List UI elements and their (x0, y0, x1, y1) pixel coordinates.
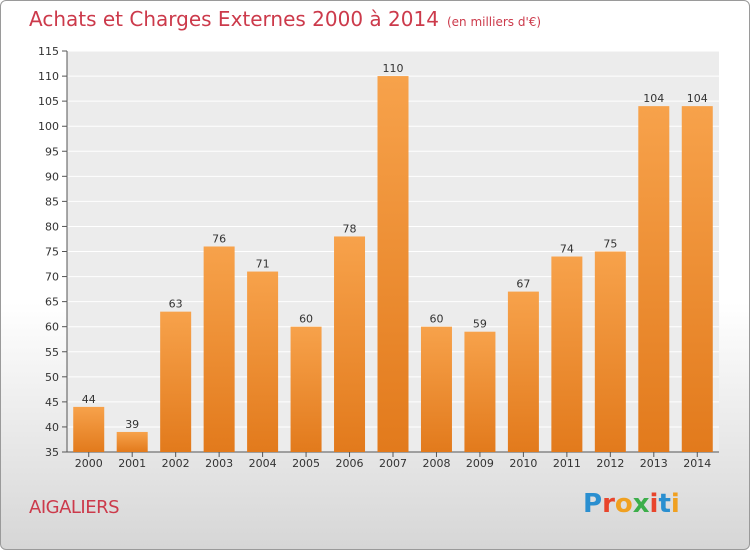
y-tick-label: 95 (45, 145, 59, 158)
data-label: 110 (383, 62, 404, 75)
bars: 44 39 63 76 71 60 78 110 60 59 67 74 75 104 104 (73, 62, 713, 452)
data-label: 39 (125, 418, 139, 431)
bar (681, 106, 713, 452)
data-label: 60 (429, 313, 443, 326)
bar (290, 326, 322, 452)
x-tick-label: 2011 (553, 457, 581, 470)
y-tick-label: 115 (38, 45, 59, 58)
y-tick-label: 55 (45, 346, 59, 359)
data-label: 104 (687, 92, 708, 105)
x-tick-label: 2012 (596, 457, 624, 470)
bar (334, 236, 366, 452)
data-label: 67 (516, 278, 530, 291)
y-tick-label: 35 (45, 446, 59, 459)
x-tick-label: 2004 (249, 457, 277, 470)
bar (507, 291, 539, 452)
proxiti-logo[interactable]: Proxiti (583, 489, 680, 519)
bar (116, 431, 148, 452)
chart-subtitle: (en milliers d'€) (446, 15, 542, 29)
town-name: AIGALIERS (29, 497, 120, 518)
data-label: 78 (343, 222, 357, 235)
x-tick-label: 2001 (118, 457, 146, 470)
data-label: 104 (643, 92, 664, 105)
x-tick-label: 2003 (205, 457, 233, 470)
data-label: 60 (299, 313, 313, 326)
data-label: 76 (212, 232, 226, 245)
data-label: 44 (82, 393, 96, 406)
data-label: 74 (560, 243, 574, 256)
bar (160, 311, 192, 452)
y-tick-label: 65 (45, 296, 59, 309)
x-tick-label: 2000 (75, 457, 103, 470)
y-tick-label: 85 (45, 195, 59, 208)
y-tick-label: 60 (45, 321, 59, 334)
y-tick-label: 45 (45, 396, 59, 409)
x-tick-label: 2013 (640, 457, 668, 470)
y-tick-label: 110 (38, 70, 59, 83)
y-tick-label: 100 (38, 120, 59, 133)
bar (420, 326, 452, 452)
y-tick-label: 50 (45, 371, 59, 384)
chart-title: Achats et Charges Externes 2000 à 2014 (e… (29, 7, 542, 31)
x-tick-label: 2010 (509, 457, 537, 470)
y-tick-label: 80 (45, 220, 59, 233)
y-tick-label: 75 (45, 246, 59, 259)
bar (73, 406, 105, 452)
y-tick-label: 105 (38, 95, 59, 108)
bar (464, 331, 496, 452)
data-label: 63 (169, 298, 183, 311)
bar (551, 256, 583, 452)
y-tick-label: 90 (45, 170, 59, 183)
bar (377, 76, 409, 452)
data-label: 71 (256, 258, 270, 271)
y-tick-label: 70 (45, 271, 59, 284)
x-tick-label: 2002 (162, 457, 190, 470)
x-tick-label: 2014 (683, 457, 711, 470)
bar (247, 271, 279, 452)
y-tick-label: 40 (45, 421, 59, 434)
data-label: 59 (473, 318, 487, 331)
bar (203, 246, 235, 452)
x-tick-label: 2007 (379, 457, 407, 470)
bar (638, 106, 670, 452)
x-tick-label: 2008 (422, 457, 450, 470)
bar (594, 251, 626, 452)
x-tick-label: 2006 (336, 457, 364, 470)
x-tick-label: 2009 (466, 457, 494, 470)
x-tick-label: 2005 (292, 457, 320, 470)
data-label: 75 (603, 238, 617, 251)
